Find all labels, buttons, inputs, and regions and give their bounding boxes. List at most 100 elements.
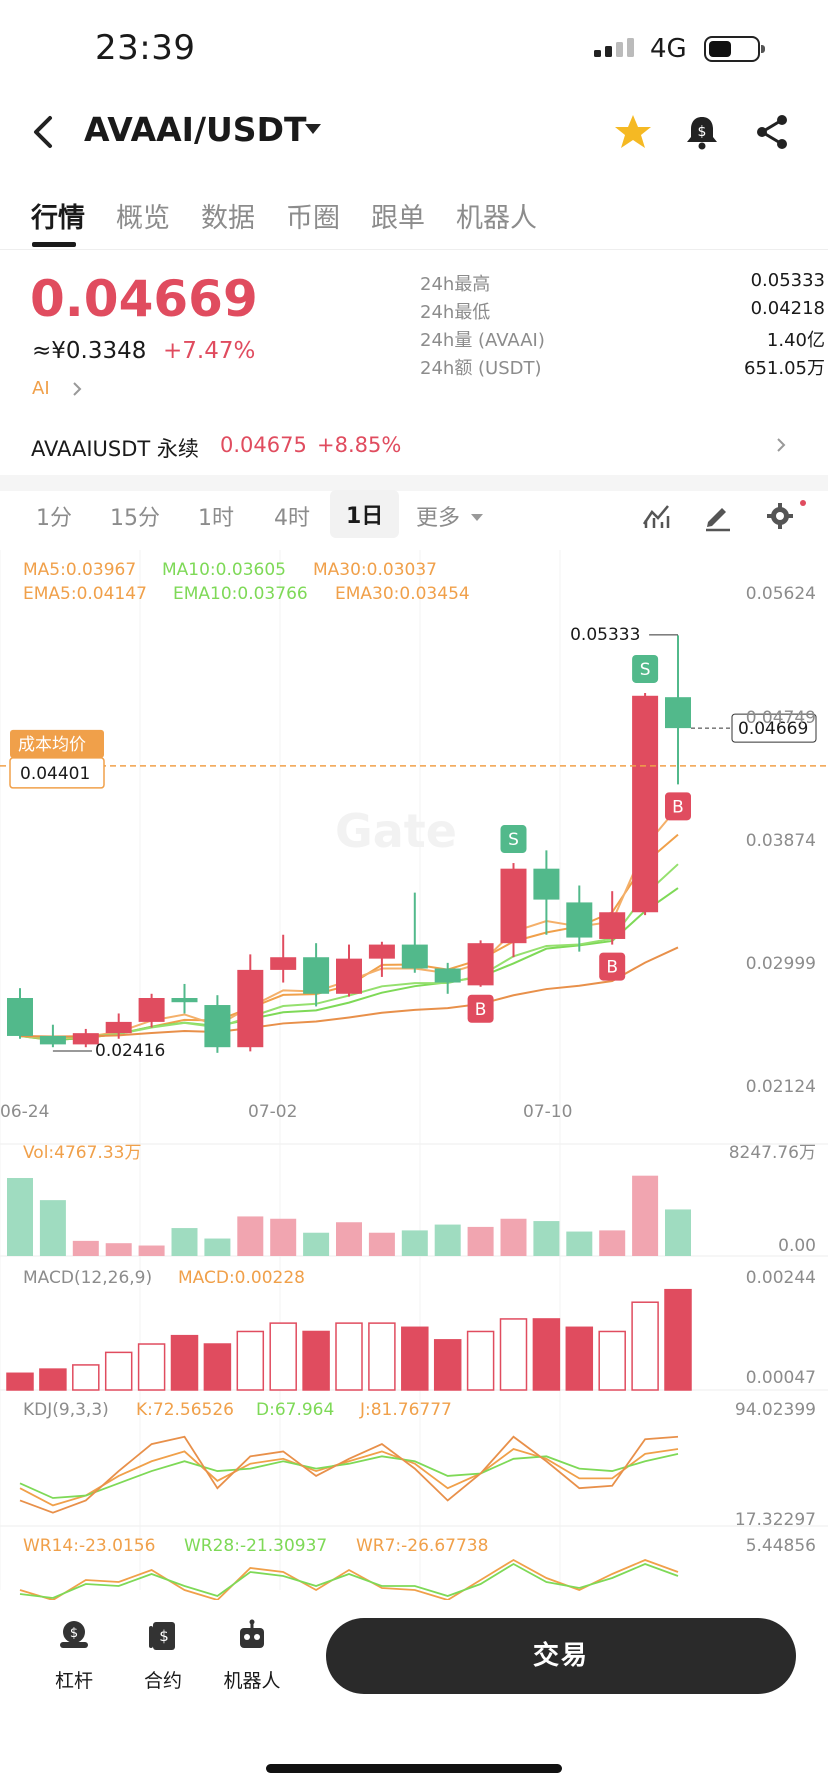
stat-value: 651.05万: [744, 358, 825, 379]
trade-button[interactable]: 交易: [326, 1618, 796, 1694]
tab-copy-trade[interactable]: 跟单: [371, 203, 425, 234]
stat-volume: 24h量 (AVAAI) 1.40亿: [420, 326, 825, 354]
ma30-label: MA30:0.03037: [313, 560, 437, 580]
kdj-j-label: J:81.76777: [360, 1400, 452, 1420]
interval-4h[interactable]: 4时: [274, 506, 310, 531]
candle: [434, 968, 461, 983]
cost-label-bg: [10, 729, 104, 758]
chevron-right-icon[interactable]: [774, 435, 788, 455]
macd-bar: [598, 1330, 626, 1391]
margin-button[interactable]: $ 杠杆: [34, 1618, 114, 1693]
macd-bar: [532, 1318, 561, 1391]
network-type: 4G: [650, 34, 687, 64]
macd-bar: [39, 1368, 67, 1391]
volume-bar: [566, 1231, 593, 1256]
volume-bar: [632, 1175, 659, 1256]
interval-bar: 1分 15分 1时 4时 1日 更多: [0, 488, 828, 548]
futures-button[interactable]: $ 合约: [123, 1618, 203, 1693]
kdj-j-line: [19, 1435, 679, 1514]
cost-value: 0.04401: [20, 764, 90, 784]
price-tick: 0.04749: [745, 708, 816, 728]
candle: [303, 957, 330, 994]
wr7-label: WR7:-26.67738: [356, 1536, 489, 1556]
last-price: 0.04669: [30, 270, 258, 328]
tab-data[interactable]: 数据: [201, 203, 255, 234]
price-tick: 0.05624: [745, 584, 816, 604]
ema10-label: EMA10:0.03766: [173, 584, 308, 604]
tab-bot[interactable]: 机器人: [456, 203, 537, 234]
perpetual-row[interactable]: AVAAIUSDT 永续 0.04675 +8.85%: [0, 425, 828, 475]
contract-icon: $: [149, 1622, 175, 1650]
chevron-right-icon[interactable]: [70, 380, 84, 398]
volume-bar: [105, 1243, 132, 1256]
robot-icon: [240, 1619, 264, 1648]
settings-gear-icon[interactable]: [764, 500, 796, 532]
macd-bar: [664, 1288, 692, 1391]
indicator-icon[interactable]: [640, 500, 672, 532]
ma5-label: MA5:0.03967: [23, 560, 137, 580]
interval-1h[interactable]: 1时: [198, 506, 234, 531]
candle: [467, 943, 494, 986]
pair-dropdown-icon[interactable]: [305, 124, 321, 134]
share-icon[interactable]: [752, 112, 792, 152]
tab-community[interactable]: 币圈: [286, 203, 340, 234]
tab-market[interactable]: 行情: [31, 203, 85, 234]
kdj-d-label: D:67.964: [256, 1400, 335, 1420]
macd-bar: [565, 1326, 594, 1391]
star-icon[interactable]: [613, 112, 653, 152]
macd-bar: [631, 1301, 659, 1391]
signal-badge: [599, 952, 626, 981]
macd-bar: [72, 1364, 100, 1391]
svg-text:$: $: [698, 124, 707, 140]
interval-1m[interactable]: 1分: [36, 506, 72, 531]
kdj-d-line: [19, 1453, 679, 1499]
signal-badge: [632, 654, 659, 683]
price-change: +7.47%: [163, 338, 256, 364]
kdj-tick: 17.32297: [734, 1510, 816, 1530]
volume-bar: [270, 1218, 297, 1256]
tab-overview[interactable]: 概览: [116, 203, 170, 234]
kline-chart[interactable]: Gate 成本均价 0.04401 0.04669 0.05333 0.02416 S S B B…: [0, 550, 828, 1602]
macd-bar: [302, 1330, 330, 1391]
volume-bar: [204, 1238, 231, 1256]
gate-watermark: Gate: [335, 804, 457, 858]
more-dropdown-icon[interactable]: [471, 514, 483, 521]
macd-tick: 0.00244: [745, 1268, 816, 1288]
volume-bar: [72, 1240, 99, 1256]
ma10-label: MA10:0.03605: [162, 560, 286, 580]
interval-15m[interactable]: 15分: [110, 506, 160, 531]
kdj-tick: 94.02399: [734, 1400, 816, 1420]
candle: [336, 958, 362, 994]
cost-label: 成本均价: [18, 735, 86, 755]
ema5-label: EMA5:0.04147: [23, 584, 147, 604]
candle: [138, 998, 165, 1022]
stat-high: 24h最高 0.05333: [420, 270, 825, 298]
candle: [204, 1005, 231, 1048]
svg-text:$: $: [159, 1627, 169, 1645]
bot-button[interactable]: 机器人: [212, 1618, 292, 1693]
volume-bar: [368, 1232, 395, 1256]
volume-bar: [434, 1224, 461, 1256]
cost-value-bg: [9, 757, 105, 789]
wr14-label: WR14:-23.0156: [23, 1536, 156, 1556]
chart-canvas[interactable]: Gate 成本均价 0.04401 0.04669 0.05333 0.02416 S S B B…: [0, 550, 828, 1602]
draw-pencil-icon[interactable]: [702, 500, 734, 532]
section-divider: [0, 475, 828, 491]
candle: [401, 944, 428, 969]
ai-link[interactable]: AI: [32, 378, 50, 399]
date-tick: 07-02: [248, 1102, 298, 1122]
volume-bar: [500, 1218, 527, 1256]
status-bar: 23:39 4G: [0, 0, 828, 100]
macd-bar: [401, 1326, 429, 1391]
macd-bar: [170, 1334, 199, 1391]
pair-title[interactable]: AVAAI/USDT: [84, 110, 307, 149]
volume-bar: [39, 1200, 66, 1256]
signal-badge-label: B: [606, 958, 618, 978]
candle: [665, 697, 691, 729]
wr28-label: WR28:-21.30937: [184, 1536, 328, 1556]
macd-bar: [335, 1322, 363, 1391]
back-icon[interactable]: [28, 112, 62, 152]
interval-more[interactable]: 更多: [416, 506, 461, 531]
interval-1d[interactable]: 1日: [330, 490, 400, 538]
price-alert-icon[interactable]: $: [682, 112, 722, 152]
